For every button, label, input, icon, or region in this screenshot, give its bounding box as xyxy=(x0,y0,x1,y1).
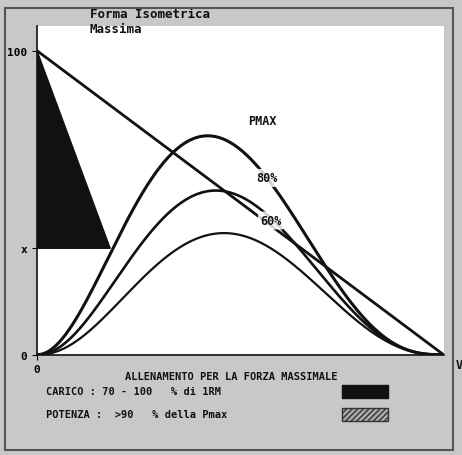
Text: Forma Isometrica
Massima: Forma Isometrica Massima xyxy=(90,8,210,35)
Text: Vmax: Vmax xyxy=(456,358,462,371)
Text: 60%: 60% xyxy=(261,214,282,228)
Text: POTENZA :  >90   % della Pmax: POTENZA : >90 % della Pmax xyxy=(46,409,227,419)
Text: CARICO : 70 - 100   % di 1RM: CARICO : 70 - 100 % di 1RM xyxy=(46,386,221,396)
Text: PMAX: PMAX xyxy=(249,114,277,127)
Text: 80%: 80% xyxy=(256,172,278,185)
Text: ALLENAMENTO PER LA FORZA MASSIMALE: ALLENAMENTO PER LA FORZA MASSIMALE xyxy=(125,371,337,381)
Polygon shape xyxy=(37,51,110,249)
